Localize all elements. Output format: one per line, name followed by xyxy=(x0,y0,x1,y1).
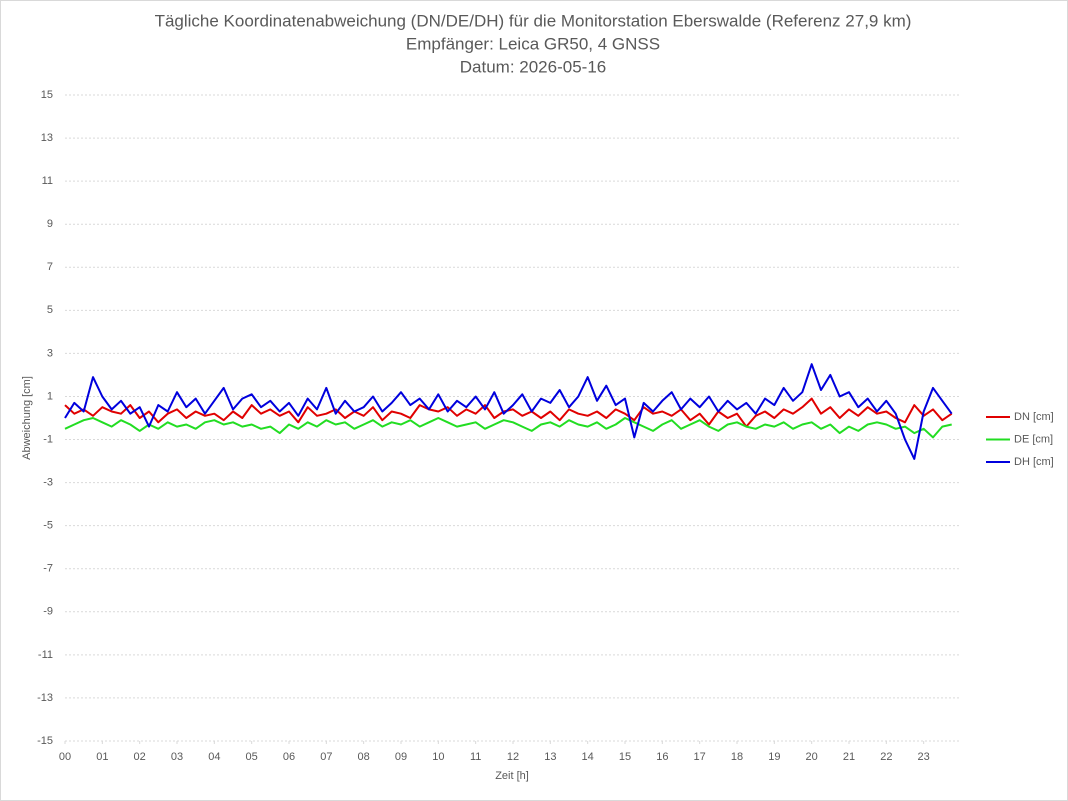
x-tick-label: 02 xyxy=(134,751,146,763)
x-tick-label: 14 xyxy=(582,751,594,763)
series-line xyxy=(64,363,953,460)
x-tick-label: 19 xyxy=(768,751,780,763)
x-tick-label: 09 xyxy=(395,751,407,763)
y-tick-label: -3 xyxy=(43,477,53,489)
x-tick-label: 11 xyxy=(470,751,481,763)
legend-label: DH [cm] xyxy=(1014,456,1054,468)
x-tick-label: 07 xyxy=(320,751,332,763)
x-tick-label: 08 xyxy=(358,751,370,763)
y-tick-label: -11 xyxy=(38,649,53,661)
y-tick-label: 3 xyxy=(47,347,53,359)
y-tick-label: 15 xyxy=(41,89,53,101)
x-axis-label: Zeit [h] xyxy=(495,770,529,782)
x-tick-label: 15 xyxy=(619,751,631,763)
x-tick-label: 20 xyxy=(806,751,818,763)
y-tick-label: 13 xyxy=(41,132,53,144)
x-tick-label: 04 xyxy=(208,751,220,763)
y-tick-label: -9 xyxy=(43,606,53,618)
x-tick-label: 05 xyxy=(246,751,258,763)
y-tick-label: 5 xyxy=(47,304,53,316)
x-tick-label: 22 xyxy=(880,751,892,763)
x-tick-label: 13 xyxy=(544,751,556,763)
x-tick-label: 16 xyxy=(656,751,668,763)
x-tick-label: 23 xyxy=(918,751,930,763)
y-tick-label: -5 xyxy=(43,520,53,532)
y-tick-label: 7 xyxy=(47,261,53,273)
x-tick-label: 18 xyxy=(731,751,743,763)
y-tick-label: -1 xyxy=(43,433,53,445)
y-axis-label: Abweichung [cm] xyxy=(21,376,33,460)
legend-label: DN [cm] xyxy=(1014,411,1054,423)
x-tick-label: 21 xyxy=(843,751,855,763)
x-tick-label: 03 xyxy=(171,751,183,763)
x-tick-label: 01 xyxy=(96,751,108,763)
y-tick-label: 11 xyxy=(42,175,53,187)
series-line xyxy=(64,417,952,439)
y-tick-label: -13 xyxy=(37,692,53,704)
x-tick-label: 00 xyxy=(59,751,71,763)
y-tick-label: 9 xyxy=(47,218,53,230)
y-tick-label: -15 xyxy=(37,735,53,747)
y-tick-label: 1 xyxy=(47,390,53,402)
x-tick-label: 17 xyxy=(694,751,706,763)
x-tick-label: 12 xyxy=(507,751,519,763)
chart-date: Datum: 2026-05-16 xyxy=(460,57,606,76)
chart-subtitle: Empfänger: Leica GR50, 4 GNSS xyxy=(406,34,660,53)
x-tick-label: 10 xyxy=(432,751,444,763)
chart-title: Tägliche Koordinatenabweichung (DN/DE/DH… xyxy=(155,11,912,30)
y-tick-label: -7 xyxy=(43,563,53,575)
x-tick-label: 06 xyxy=(283,751,295,763)
legend-label: DE [cm] xyxy=(1014,433,1053,445)
